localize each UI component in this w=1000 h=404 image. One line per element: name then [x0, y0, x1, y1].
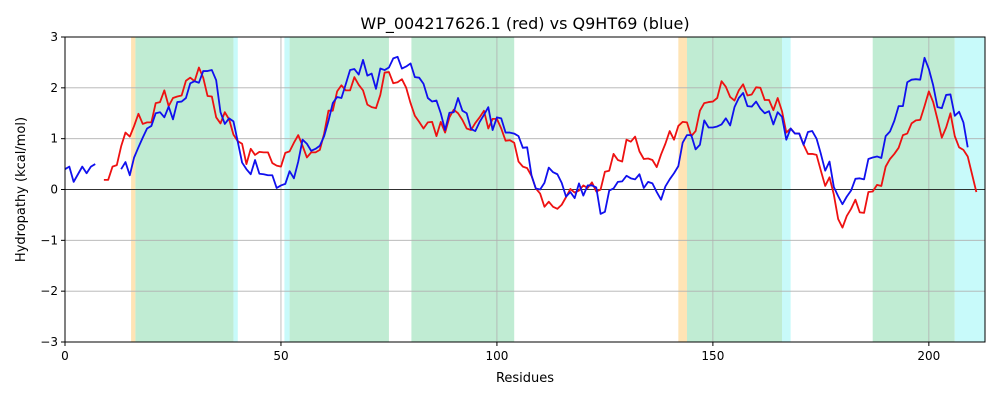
y-tick-label-3: 0 [50, 183, 58, 197]
series-lines [64, 55, 978, 229]
chart-title: WP_004217626.1 (red) vs Q9HT69 (blue) [360, 14, 689, 34]
series-line-0 [103, 66, 978, 229]
series-line-1 [64, 55, 969, 215]
y-tick-label-0: −3 [40, 335, 58, 349]
y-tick-label-1: −2 [40, 284, 58, 298]
x-tick-label-4: 200 [917, 349, 940, 363]
x-tick-label-2: 100 [485, 349, 508, 363]
y-tick-label-5: 2 [50, 81, 58, 95]
x-tick-label-0: 0 [61, 349, 69, 363]
x-tick-label-3: 150 [701, 349, 724, 363]
x-tick-label-1: 50 [273, 349, 288, 363]
x-axis-label: Residues [496, 371, 554, 386]
y-tick-label-4: 1 [50, 132, 58, 146]
y-tick-label-2: −1 [40, 233, 58, 247]
y-axis-label: Hydropathy (kcal/mol) [14, 117, 29, 262]
y-tick-label-6: 3 [50, 30, 58, 44]
axis-ticks: 0 50 100 150 200 −3 −2 −1 0 1 2 3 [40, 30, 940, 363]
